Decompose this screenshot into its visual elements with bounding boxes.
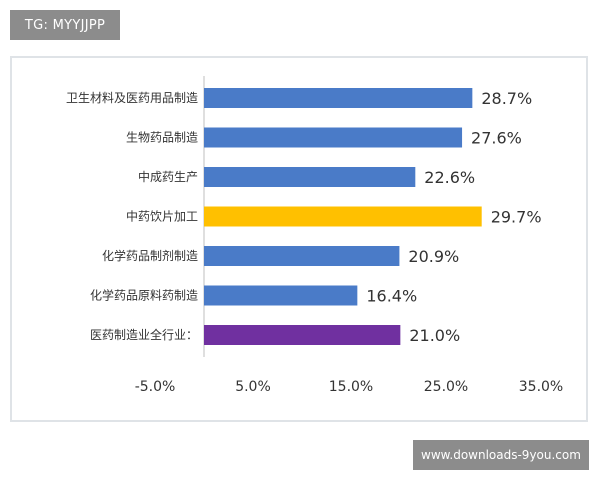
data-label: 21.0% <box>409 326 460 345</box>
bar <box>204 285 358 306</box>
category-label: 中药饮片加工 <box>126 209 198 224</box>
category-label: 化学药品制剂制造 <box>102 248 198 263</box>
category-label: 生物药品制造 <box>126 131 198 145</box>
x-tick-label: 35.0% <box>519 379 563 395</box>
x-tick-label: 15.0% <box>329 379 373 395</box>
bar <box>204 127 463 148</box>
data-label: 22.6% <box>424 168 475 187</box>
bar <box>204 325 401 345</box>
bar <box>204 206 482 227</box>
x-tick-label: 5.0% <box>235 379 271 395</box>
bar <box>204 167 416 187</box>
watermark-top: TG: MYYJJPP <box>10 10 120 40</box>
data-label: 27.6% <box>471 129 522 148</box>
data-label: 29.7% <box>491 208 542 227</box>
category-label: 化学药品原料药制造 <box>90 288 198 303</box>
watermark-bottom: www.downloads-9you.com <box>413 440 589 470</box>
category-label: 医药制造业全行业： <box>90 327 198 342</box>
bar <box>204 88 473 108</box>
x-tick-label: -5.0% <box>135 379 176 395</box>
category-label: 卫生材料及医药用品制造 <box>66 91 198 105</box>
category-label: 中成药生产 <box>138 169 198 184</box>
data-label: 28.7% <box>481 89 532 108</box>
bar <box>204 246 400 266</box>
data-label: 20.9% <box>408 247 459 266</box>
data-label: 16.4% <box>366 287 417 306</box>
chart-frame <box>10 56 588 422</box>
x-tick-label: 25.0% <box>424 379 468 395</box>
